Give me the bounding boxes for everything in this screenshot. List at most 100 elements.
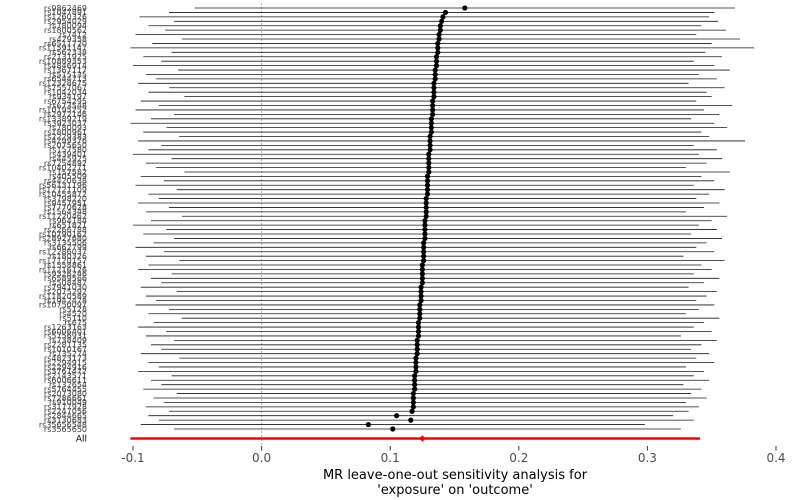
ci-row: rs180326	[49, 252, 684, 261]
point-estimate	[421, 258, 427, 264]
ci-row: rs157582	[49, 168, 730, 177]
ci-row: rs651821	[49, 221, 699, 230]
point-estimate	[410, 404, 416, 410]
snp-label: rs2281135	[44, 341, 87, 350]
snp-label: rs12328675	[39, 79, 87, 88]
snp-label: rs405509	[49, 172, 87, 181]
x-axis-tick-label: 0.2	[509, 451, 528, 465]
point-estimate	[428, 120, 434, 126]
x-axis-title-line2: 'exposure' on 'outcome'	[377, 483, 533, 498]
point-estimate	[432, 67, 438, 73]
ci-row: rs562338	[49, 48, 706, 57]
snp-label: rs1260326	[44, 13, 87, 22]
point-estimate	[412, 386, 418, 392]
snp-label: rs7770628	[44, 203, 87, 212]
ci-row: rs910049	[49, 398, 686, 407]
x-axis-tick-label: 0.4	[766, 451, 785, 465]
snp-label: rs1564348	[44, 208, 87, 217]
ci-row: rs2229383	[44, 132, 710, 141]
snp-label: rs1047891	[44, 8, 87, 17]
x-axis-tick-label: 0.1	[381, 451, 400, 465]
point-estimate	[417, 306, 423, 312]
snp-label: rs35656548	[39, 420, 87, 429]
ci-row: rs429358	[49, 35, 740, 44]
point-estimate	[426, 160, 432, 166]
snp-label: rs2247056	[44, 407, 87, 416]
ci-row: rs2954029	[44, 17, 719, 26]
snp-label: rs10195252	[39, 106, 87, 115]
ci-row: rs13389219	[39, 115, 692, 124]
ci-row: rs7770628	[44, 203, 704, 212]
point-estimate	[427, 142, 433, 148]
point-estimate	[414, 342, 420, 348]
ci-row: rs12286037	[39, 248, 715, 257]
ci-row: rs735274	[49, 349, 710, 358]
point-estimate	[415, 333, 422, 339]
point-estimate	[410, 390, 416, 397]
all-label: All	[76, 435, 87, 445]
snp-label: rs934197	[49, 92, 87, 101]
ci-row: rs5128	[59, 305, 699, 314]
point-estimate	[414, 337, 420, 343]
ci-row: rs1047891	[44, 8, 715, 17]
ci-row: rs11220462	[39, 212, 728, 221]
snp-label: rs508487	[49, 279, 87, 288]
ci-row: rs934197	[49, 92, 712, 101]
x-axis-tick-label: -0.1	[121, 451, 144, 465]
x-axis-title-line1: MR leave-one-out sensitivity analysis fo…	[323, 468, 588, 483]
snp-label: rs6589566	[44, 274, 87, 283]
snp-label: rs515135	[49, 70, 87, 79]
ci-row: rs1010167	[44, 345, 692, 354]
ci-row: rs1367117	[44, 66, 730, 75]
point-estimate	[422, 235, 428, 242]
point-estimate	[436, 31, 442, 38]
point-estimate	[419, 262, 425, 268]
point-estimate	[424, 191, 431, 197]
ci-row: rs12328675	[39, 79, 689, 88]
all-row-layer: All	[76, 435, 701, 445]
snp-label: rs10750097	[39, 301, 87, 310]
point-estimate	[412, 377, 418, 383]
ci-row: rs9457951	[44, 199, 720, 208]
ci-row: rs2247056	[44, 407, 689, 416]
ci-row: rs1558861	[44, 261, 702, 270]
snp-label: rs3565650	[44, 425, 87, 434]
point-estimate	[413, 359, 419, 366]
snp-label: rs7286661	[44, 394, 87, 403]
snp-label: rs3177928	[44, 403, 87, 412]
snp-label: rs4823173	[44, 354, 87, 363]
snp-label: rs651821	[49, 221, 87, 230]
ci-row: rs2143571	[44, 372, 694, 381]
snp-label: rs675	[64, 318, 87, 327]
point-estimate	[419, 280, 425, 286]
point-estimate	[462, 5, 468, 11]
snp-label: rs13389219	[39, 115, 87, 124]
ci-row: rs7557067	[44, 84, 725, 93]
ci-row: rs11591147	[39, 44, 755, 53]
ci-row: rs7412	[59, 30, 697, 39]
point-estimate	[422, 231, 428, 237]
ci-row: rs11216126	[39, 265, 712, 274]
ci-row: rs1263163	[44, 323, 694, 332]
point-estimate	[365, 421, 371, 428]
ci-row: rs157580	[49, 146, 717, 155]
point-estimate	[431, 80, 437, 86]
snp-label: rs2294915	[44, 358, 87, 367]
point-estimate	[433, 58, 440, 64]
snp-label: rs964184	[49, 217, 87, 226]
ci-row: rs6754295	[44, 97, 697, 106]
snp-label: rs3923037	[44, 119, 87, 128]
point-estimate	[421, 249, 427, 255]
ci-row: rs439401	[49, 150, 699, 159]
ci-row: rs2972146	[44, 110, 720, 119]
point-estimate	[418, 289, 424, 295]
ci-row: rs6511720	[44, 39, 712, 48]
point-estimate	[421, 244, 427, 250]
point-estimate	[424, 187, 431, 193]
point-estimate	[433, 63, 440, 69]
point-estimate	[436, 36, 442, 42]
ci-row: rs3923037	[44, 119, 715, 128]
snp-label: rs445925	[49, 154, 87, 163]
snp-label: rs439401	[49, 150, 87, 159]
point-estimate	[435, 45, 441, 51]
